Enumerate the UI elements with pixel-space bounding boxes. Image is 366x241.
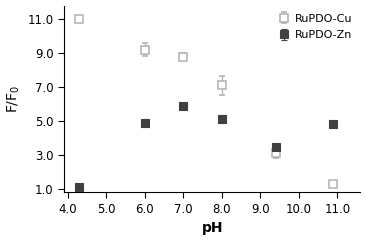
Y-axis label: F/F$_0$: F/F$_0$ [5, 85, 22, 113]
X-axis label: pH: pH [202, 221, 223, 235]
Legend: RuPDO-Cu, RuPDO-Zn: RuPDO-Cu, RuPDO-Zn [276, 11, 355, 43]
